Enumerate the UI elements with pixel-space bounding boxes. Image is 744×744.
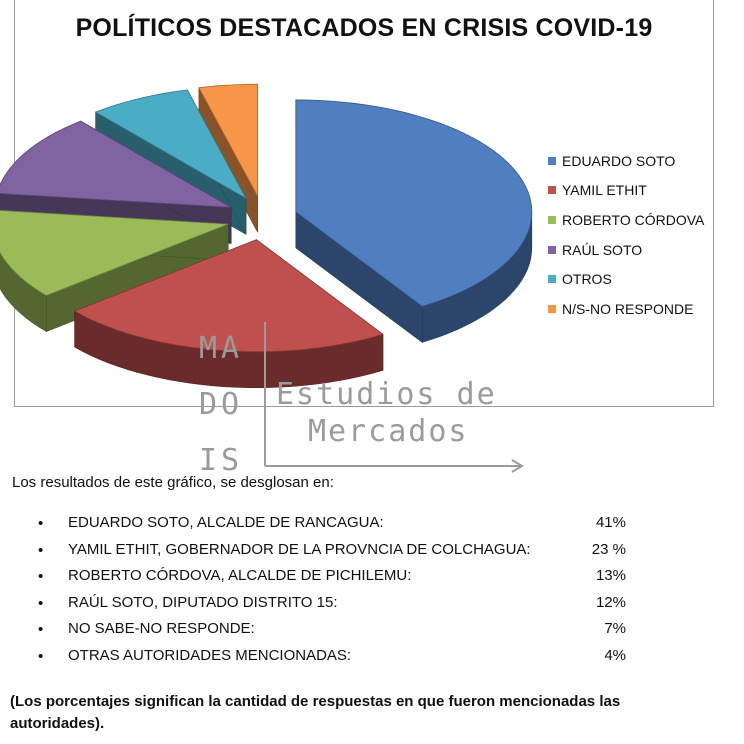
- results-footnote: (Los porcentajes significan la cantidad …: [10, 693, 621, 732]
- bullet-icon: •: [38, 515, 44, 532]
- results-item-value: 13%: [595, 567, 626, 585]
- results-item-label: ROBERTO CÓRDOVA, ALCALDE DE PICHILEMU:: [68, 567, 412, 585]
- results-item-label: NO SABE-NO RESPONDE:: [68, 620, 255, 638]
- pie-slice: [295, 99, 533, 344]
- chart-legend: EDUARDO SOTO YAMIL ETHIT ROBERTO CÓRDOVA RA…: [548, 146, 704, 324]
- results-item-label: YAMIL ETHIT, GOBERNADOR DE LA PROVNCIA D…: [68, 540, 531, 558]
- results-item: • NO SABE-NO RESPONDE: 7%: [30, 620, 710, 647]
- legend-label: EDUARDO SOTO: [562, 152, 676, 169]
- bullet-icon: •: [38, 541, 44, 559]
- results-item: • YAMIL ETHIT, GOBERNADOR DE LA PROVNCIA …: [30, 541, 710, 568]
- legend-item: YAMIL ETHIT: [548, 176, 704, 206]
- legend-label: OTROS: [562, 271, 612, 288]
- legend-swatch: [548, 215, 556, 224]
- results-item: • ROBERTO CÓRDOVA, ALCALDE DE PICHILEMU: 1…: [30, 567, 710, 594]
- results-item-value: 23 %: [591, 540, 626, 558]
- bullet-icon: •: [38, 621, 44, 639]
- bullet-icon: •: [38, 647, 44, 665]
- results-item-label: OTRAS AUTORIDADES MENCIONADAS:: [68, 646, 352, 664]
- results-item-value: 12%: [595, 593, 626, 611]
- chart-title: POLÍTICOS DESTACADOS EN CRISIS COVID-19: [75, 14, 653, 42]
- results-item-label: RAÚL SOTO, DIPUTADO DISTRITO 15:: [68, 593, 338, 611]
- legend-swatch: [548, 275, 556, 284]
- legend-item: EDUARDO SOTO: [548, 146, 704, 176]
- legend-label: ROBERTO CÓRDOVA: [562, 211, 705, 228]
- legend-label: YAMIL ETHIT: [562, 182, 647, 199]
- legend-swatch: [548, 245, 556, 254]
- bullet-icon: •: [38, 594, 44, 612]
- results-item: • EDUARDO SOTO, ALCALDE DE RANCAGUA: 41%: [30, 514, 710, 541]
- legend-label: RAÚL SOTO: [562, 241, 643, 258]
- legend-swatch: [548, 156, 556, 165]
- results-item-value: 41%: [595, 514, 626, 531]
- legend-item: ROBERTO CÓRDOVA: [548, 205, 704, 235]
- pie-slice: [73, 239, 384, 388]
- legend-item: RAÚL SOTO: [548, 235, 704, 265]
- results-item-label: EDUARDO SOTO, ALCALDE DE RANCAGUA:: [68, 514, 384, 531]
- results-list: • EDUARDO SOTO, ALCALDE DE RANCAGUA: 41% • Y…: [30, 514, 710, 674]
- legend-item: OTROS: [548, 264, 704, 294]
- results-item: • OTRAS AUTORIDADES MENCIONADAS: 4%: [30, 647, 710, 674]
- bullet-icon: •: [38, 568, 44, 586]
- results-item: • RAÚL SOTO, DIPUTADO DISTRITO 15: 12%: [30, 594, 710, 621]
- legend-swatch: [548, 304, 556, 313]
- results-item-value: 4%: [604, 646, 626, 664]
- legend-swatch: [548, 186, 556, 195]
- results-item-value: 7%: [604, 620, 626, 638]
- legend-label: N/S-NO RESPONDE: [562, 300, 694, 317]
- results-intro: Los resultados de este gráfico, se desgl…: [12, 474, 334, 491]
- legend-item: N/S-NO RESPONDE: [548, 294, 704, 324]
